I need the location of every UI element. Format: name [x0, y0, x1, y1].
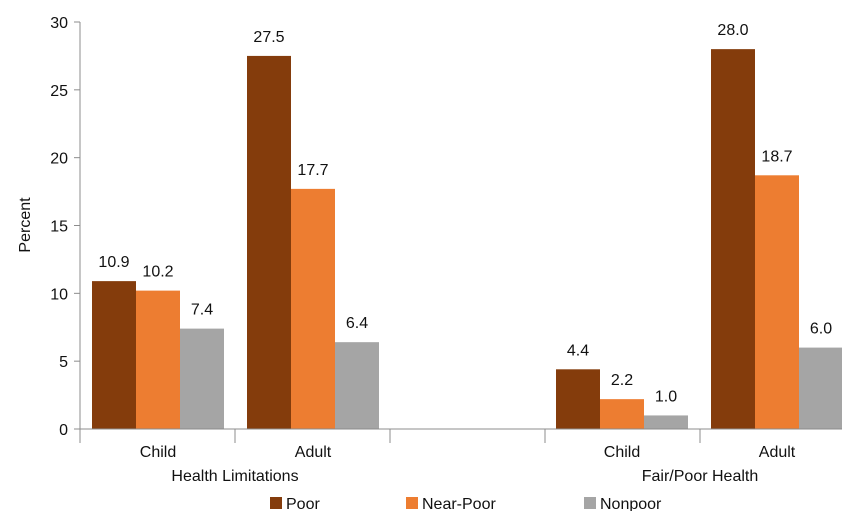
legend-label: Nonpoor — [600, 496, 662, 511]
y-tick-label: 0 — [59, 422, 68, 439]
data-label: 17.7 — [297, 162, 328, 179]
data-label: 10.2 — [142, 264, 173, 281]
data-label: 10.9 — [98, 254, 129, 271]
legend-label: Poor — [286, 496, 320, 511]
bar — [799, 347, 842, 429]
bar — [136, 290, 180, 429]
x-category-label: Child — [140, 444, 176, 461]
data-label: 1.0 — [655, 388, 677, 405]
data-label: 6.4 — [346, 315, 368, 332]
y-tick-label: 15 — [50, 219, 68, 236]
bar — [711, 49, 755, 430]
x-category-label: Adult — [295, 444, 332, 461]
x-category-label: Child — [604, 444, 640, 461]
bar — [556, 369, 600, 429]
legend-swatch — [584, 497, 596, 509]
bar — [600, 399, 644, 429]
y-axis: 0 5 10 15 20 25 30 — [50, 15, 81, 439]
y-tick-label: 30 — [50, 15, 68, 32]
bar — [755, 175, 799, 429]
x-group-label: Health Limitations — [171, 468, 298, 485]
y-tick-label: 20 — [50, 151, 68, 168]
bar — [335, 342, 379, 429]
x-group-label: Fair/Poor Health — [642, 468, 759, 485]
y-tick-label: 5 — [59, 354, 68, 371]
data-label: 18.7 — [761, 148, 792, 165]
bar — [644, 415, 688, 429]
data-label: 4.4 — [567, 342, 589, 359]
y-axis-label: Percent — [17, 197, 34, 253]
legend-swatch — [270, 497, 282, 509]
bar — [247, 55, 291, 430]
bar — [92, 281, 136, 429]
data-label: 27.5 — [253, 29, 284, 46]
data-label: 2.2 — [611, 372, 633, 389]
y-tick-label: 10 — [50, 286, 68, 303]
bars: 10.9 27.5 4.4 28.0 10.2 17.7 2.2 18.7 7.4 6.4 1.0 6… — [92, 22, 842, 430]
bar — [180, 328, 224, 429]
data-label: 6.0 — [810, 321, 832, 338]
data-label: 28.0 — [717, 22, 748, 39]
bar — [291, 188, 335, 429]
x-category-label: Adult — [759, 444, 796, 461]
legend: Poor Near-Poor Nonpoor — [270, 496, 662, 511]
legend-label: Near-Poor — [422, 496, 496, 511]
data-label: 7.4 — [191, 302, 213, 319]
legend-swatch — [406, 497, 418, 509]
y-tick-label: 25 — [50, 83, 68, 100]
